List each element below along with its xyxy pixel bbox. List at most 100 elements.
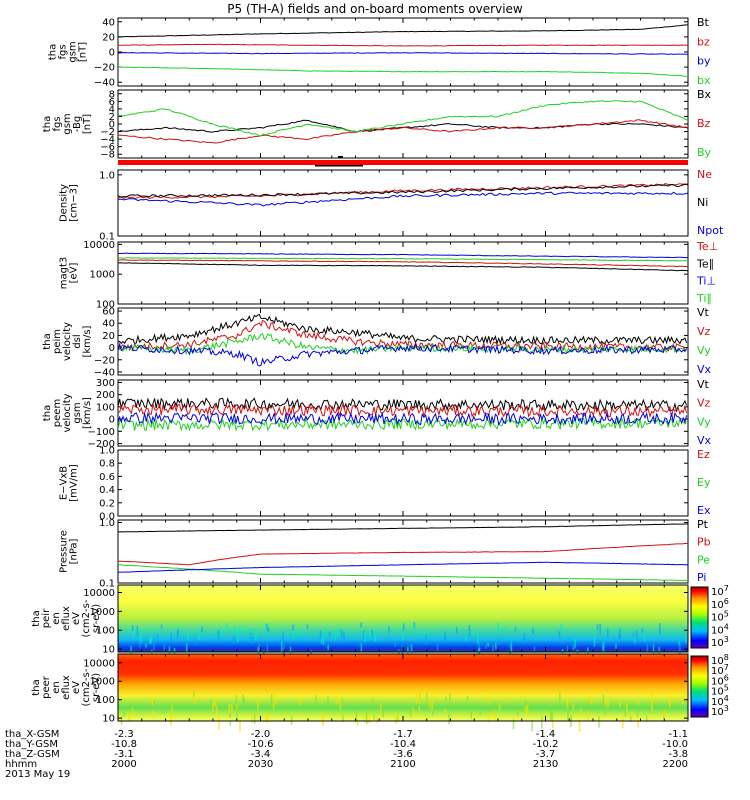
spectrogram-texture — [292, 624, 294, 631]
footer-date: 2013 May 19 — [5, 769, 70, 780]
spectrogram-texture — [607, 628, 609, 639]
spectrogram-texture — [607, 698, 609, 708]
spectrogram-texture — [685, 636, 687, 643]
legend-pressure-1: Pb — [697, 536, 711, 549]
spectrogram-texture — [488, 714, 490, 723]
spectrogram-texture — [479, 710, 482, 715]
footer-value-y: -10.4 — [390, 739, 416, 750]
footer-value-hhmm: 2130 — [533, 759, 558, 770]
spectrogram-texture — [580, 701, 583, 709]
spectrogram-texture — [292, 630, 295, 638]
spectrogram-texture — [131, 707, 134, 716]
spectrogram-texture — [570, 715, 572, 721]
spectrogram-texture — [280, 641, 283, 653]
spectrogram-texture — [570, 717, 572, 728]
spectrogram-texture — [572, 703, 574, 711]
spectrogram-texture — [465, 637, 467, 642]
spectrogram-texture — [265, 713, 268, 723]
spectrogram-texture — [267, 627, 270, 633]
spectrogram-texture — [418, 706, 421, 714]
spectrogram-texture — [682, 695, 684, 705]
footer-value-x: -1.1 — [668, 729, 688, 740]
spectrogram-texture — [401, 644, 404, 654]
colorbar-tick-label: 103 — [711, 635, 729, 649]
spectrogram-texture — [366, 712, 368, 725]
spectrogram-texture — [374, 631, 377, 642]
panel-frame — [117, 241, 689, 305]
spectrogram-texture — [645, 715, 648, 722]
series-fgs_dsl-1 — [118, 119, 688, 144]
spectrogram-texture — [415, 693, 418, 703]
y-tick-label: 0.8 — [99, 459, 115, 470]
footer-row-label: tha_Z-GSM — [5, 749, 60, 760]
spectrogram-texture — [470, 712, 472, 719]
spectrogram-texture — [217, 632, 220, 641]
legend-peem-1: Vz — [697, 397, 711, 410]
spectrogram-texture — [636, 712, 639, 718]
spectrogram-texture — [492, 644, 494, 652]
spectrogram-texture — [289, 646, 292, 656]
spectrogram-texture — [497, 622, 499, 631]
legend-fgs-0: Bt — [697, 16, 710, 29]
legend-pressure-2: Pe — [697, 553, 710, 566]
spectrogram-texture — [360, 622, 362, 628]
y-tick-label: −8 — [100, 150, 115, 161]
spectrogram-texture — [630, 711, 633, 719]
spectrogram-texture — [201, 626, 203, 633]
spectrogram-texture — [674, 703, 676, 711]
footer-value-x: -2.3 — [114, 729, 134, 740]
spectrogram-texture — [341, 697, 343, 704]
spectrogram-texture — [140, 632, 142, 644]
series-temperature-0 — [118, 259, 688, 268]
spectrogram-peer — [118, 654, 688, 721]
legend-peim-2: Vy — [697, 344, 711, 357]
footer-value-hhmm: 2200 — [663, 759, 688, 770]
spectrogram-texture — [498, 703, 501, 711]
spectrogram-texture — [643, 633, 646, 642]
spectrogram-texture — [615, 643, 617, 649]
y-tick-label: 0.0 — [99, 512, 115, 523]
y-axis-label: thapeerenefluxeV(cm2-s-sr-eV) — [31, 668, 102, 706]
series-pressure-3 — [118, 561, 688, 573]
y-axis-label: magt3[eV] — [59, 257, 80, 290]
spectrogram-texture — [244, 704, 247, 710]
y-tick-label: −6 — [100, 142, 115, 153]
spectrogram-texture — [432, 709, 434, 716]
y-tick-label: 1000 — [90, 607, 115, 618]
spectrogram-texture — [523, 632, 526, 645]
y-tick-label: 10 — [102, 645, 115, 656]
spectrogram-texture — [604, 704, 606, 716]
spectrogram-texture — [662, 710, 665, 718]
footer-value-z: -3.4 — [251, 749, 271, 760]
spectrogram-texture — [678, 640, 681, 646]
spectrogram-texture — [566, 699, 569, 709]
spectrogram-texture — [139, 640, 141, 648]
spectrogram-texture — [162, 704, 164, 714]
spectrogram-texture — [150, 637, 152, 644]
spectrogram-texture — [531, 719, 533, 732]
spectrogram-texture — [339, 699, 342, 710]
series-fgs-3 — [118, 66, 688, 77]
spectrogram-texture — [622, 716, 624, 729]
spectrogram-texture — [198, 630, 201, 640]
y-axis-label: thapeimvelocitydsl[km/s] — [42, 322, 93, 361]
legend-temperature-3: Ti∥ — [696, 292, 712, 305]
spectrogram-texture — [552, 719, 554, 729]
spectrogram-texture — [171, 705, 173, 718]
spectrogram-texture — [587, 710, 589, 722]
y-tick-label: −200 — [88, 439, 115, 450]
spectrogram-texture — [618, 634, 620, 640]
series-temperature-2 — [118, 252, 688, 259]
y-tick-label: −2 — [100, 127, 115, 138]
spectrogram-texture — [163, 644, 166, 651]
spectrogram-texture — [265, 623, 267, 629]
y-tick-label: 0 — [109, 415, 115, 426]
y-tick-label: 0 — [109, 343, 115, 354]
panel-peer: 10000 1000 100 10thapeerenefluxeV(cm2-s-sr-… — [31, 653, 729, 732]
spectrogram-texture — [397, 716, 399, 722]
spectrogram-texture — [156, 703, 159, 709]
colorbar-tick-label: 104 — [711, 622, 729, 636]
y-tick-label: 1.0 — [99, 446, 115, 457]
y-tick-label: 20 — [102, 32, 115, 43]
